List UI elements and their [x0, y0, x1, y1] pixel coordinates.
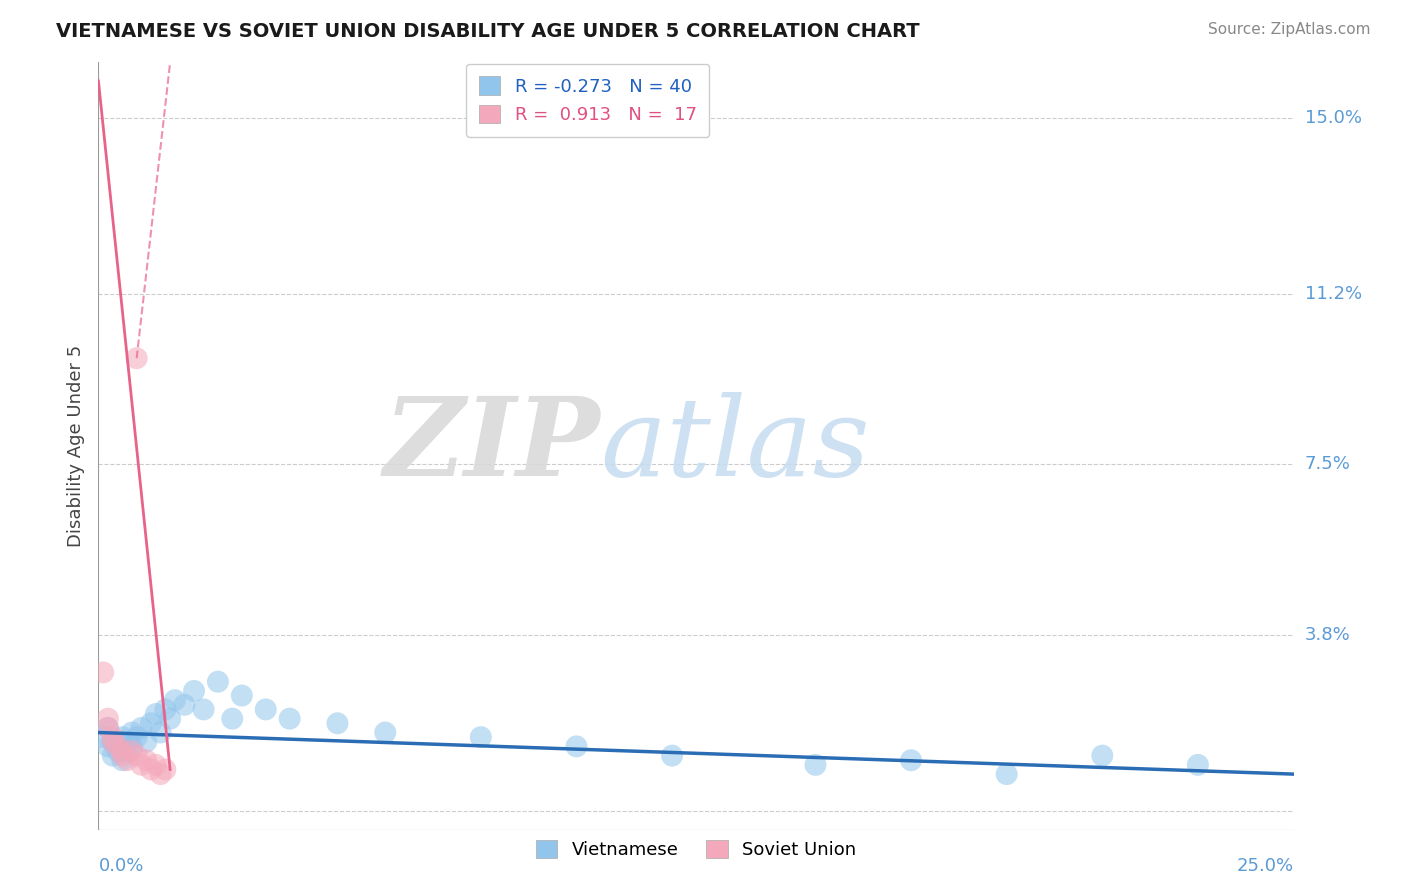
- Y-axis label: Disability Age Under 5: Disability Age Under 5: [66, 345, 84, 547]
- Point: [115, 744, 138, 758]
- Point: [183, 684, 205, 698]
- Point: [231, 689, 253, 703]
- Point: [125, 748, 148, 763]
- Point: [121, 744, 143, 758]
- Point: [101, 735, 124, 749]
- Point: [278, 712, 301, 726]
- Legend: Vietnamese, Soviet Union: Vietnamese, Soviet Union: [529, 833, 863, 866]
- Point: [995, 767, 1018, 781]
- Point: [111, 753, 134, 767]
- Point: [1091, 748, 1114, 763]
- Point: [121, 739, 143, 754]
- Text: 11.2%: 11.2%: [1305, 285, 1362, 302]
- Point: [97, 739, 120, 754]
- Text: 0.0%: 0.0%: [98, 857, 143, 875]
- Text: Source: ZipAtlas.com: Source: ZipAtlas.com: [1208, 22, 1371, 37]
- Point: [107, 744, 129, 758]
- Point: [111, 730, 134, 744]
- Point: [139, 716, 162, 731]
- Text: 3.8%: 3.8%: [1305, 626, 1350, 644]
- Point: [97, 721, 120, 735]
- Point: [111, 744, 134, 758]
- Point: [91, 665, 114, 680]
- Point: [565, 739, 588, 754]
- Point: [121, 725, 143, 739]
- Point: [374, 725, 396, 739]
- Point: [97, 721, 120, 735]
- Point: [135, 753, 157, 767]
- Point: [101, 748, 124, 763]
- Point: [149, 767, 172, 781]
- Point: [900, 753, 922, 767]
- Point: [470, 730, 492, 744]
- Point: [111, 748, 134, 763]
- Point: [145, 706, 167, 721]
- Text: ZIP: ZIP: [384, 392, 600, 500]
- Point: [193, 702, 215, 716]
- Point: [326, 716, 349, 731]
- Point: [131, 721, 153, 735]
- Point: [135, 735, 157, 749]
- Point: [159, 712, 181, 726]
- Point: [149, 725, 172, 739]
- Point: [125, 730, 148, 744]
- Text: 25.0%: 25.0%: [1236, 857, 1294, 875]
- Point: [155, 763, 177, 777]
- Point: [107, 739, 129, 754]
- Point: [97, 712, 120, 726]
- Point: [91, 730, 114, 744]
- Point: [661, 748, 683, 763]
- Point: [1187, 757, 1209, 772]
- Text: 15.0%: 15.0%: [1305, 109, 1361, 127]
- Point: [145, 757, 167, 772]
- Point: [221, 712, 243, 726]
- Point: [804, 757, 827, 772]
- Point: [101, 730, 124, 744]
- Point: [207, 674, 229, 689]
- Point: [155, 702, 177, 716]
- Point: [131, 757, 153, 772]
- Point: [115, 753, 138, 767]
- Point: [125, 351, 148, 366]
- Point: [101, 735, 124, 749]
- Point: [254, 702, 277, 716]
- Point: [173, 698, 195, 712]
- Point: [107, 739, 129, 754]
- Text: VIETNAMESE VS SOVIET UNION DISABILITY AGE UNDER 5 CORRELATION CHART: VIETNAMESE VS SOVIET UNION DISABILITY AG…: [56, 22, 920, 41]
- Point: [139, 763, 162, 777]
- Point: [163, 693, 186, 707]
- Text: atlas: atlas: [600, 392, 870, 500]
- Point: [115, 735, 138, 749]
- Text: 7.5%: 7.5%: [1305, 456, 1351, 474]
